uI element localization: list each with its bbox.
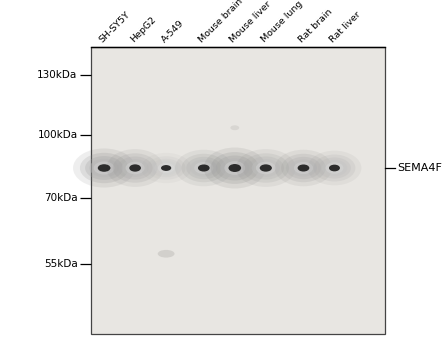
Ellipse shape — [98, 164, 110, 172]
Ellipse shape — [80, 153, 128, 183]
Ellipse shape — [326, 162, 343, 174]
Ellipse shape — [329, 164, 340, 172]
Ellipse shape — [121, 159, 149, 177]
Ellipse shape — [236, 149, 295, 187]
Text: 70kDa: 70kDa — [44, 193, 78, 203]
Ellipse shape — [198, 164, 210, 172]
Ellipse shape — [260, 164, 272, 172]
Text: SH-SY5Y: SH-SY5Y — [98, 10, 132, 44]
Ellipse shape — [210, 152, 259, 184]
Ellipse shape — [106, 149, 164, 187]
Ellipse shape — [158, 250, 175, 258]
Ellipse shape — [248, 156, 284, 180]
Ellipse shape — [73, 148, 135, 188]
Text: Mouse liver: Mouse liver — [229, 0, 273, 44]
Ellipse shape — [286, 157, 321, 179]
Ellipse shape — [141, 153, 191, 183]
Ellipse shape — [243, 153, 289, 183]
Ellipse shape — [216, 155, 254, 181]
Ellipse shape — [198, 164, 210, 172]
Ellipse shape — [98, 164, 110, 172]
Text: Mouse brain: Mouse brain — [198, 0, 245, 44]
Ellipse shape — [147, 156, 186, 180]
Ellipse shape — [290, 159, 317, 177]
Ellipse shape — [229, 164, 241, 172]
Text: Mouse lung: Mouse lung — [260, 0, 304, 44]
Text: HepG2: HepG2 — [129, 15, 158, 44]
Text: Rat liver: Rat liver — [328, 10, 362, 44]
Ellipse shape — [256, 162, 276, 174]
Text: 55kDa: 55kDa — [44, 259, 78, 269]
Ellipse shape — [252, 159, 280, 177]
Ellipse shape — [275, 150, 332, 186]
Ellipse shape — [154, 161, 178, 175]
Ellipse shape — [117, 156, 153, 180]
Ellipse shape — [194, 162, 214, 174]
Text: 100kDa: 100kDa — [37, 130, 78, 140]
Ellipse shape — [182, 154, 226, 182]
Ellipse shape — [129, 164, 141, 172]
Text: A-549: A-549 — [160, 19, 186, 44]
Ellipse shape — [281, 154, 326, 182]
Ellipse shape — [329, 164, 340, 172]
Ellipse shape — [190, 159, 218, 177]
Ellipse shape — [307, 150, 361, 186]
Ellipse shape — [318, 158, 351, 178]
Ellipse shape — [298, 164, 309, 172]
Ellipse shape — [229, 164, 241, 172]
Ellipse shape — [175, 150, 233, 186]
Ellipse shape — [158, 163, 175, 173]
Ellipse shape — [89, 159, 119, 177]
Ellipse shape — [125, 162, 145, 174]
Ellipse shape — [161, 165, 171, 171]
Ellipse shape — [161, 165, 171, 171]
Bar — [91, 47, 385, 334]
Ellipse shape — [151, 159, 182, 177]
Ellipse shape — [314, 155, 355, 181]
Ellipse shape — [113, 153, 157, 183]
Ellipse shape — [260, 164, 272, 172]
Ellipse shape — [220, 158, 249, 178]
Ellipse shape — [85, 156, 123, 180]
Ellipse shape — [294, 162, 313, 174]
Ellipse shape — [298, 164, 309, 172]
Ellipse shape — [230, 125, 239, 130]
Ellipse shape — [225, 161, 245, 175]
Text: Rat brain: Rat brain — [297, 7, 334, 44]
Ellipse shape — [186, 157, 222, 179]
Ellipse shape — [94, 161, 114, 175]
Ellipse shape — [204, 148, 266, 189]
Ellipse shape — [322, 160, 347, 176]
Ellipse shape — [129, 164, 141, 172]
Text: 130kDa: 130kDa — [37, 70, 78, 80]
Text: SEMA4F: SEMA4F — [397, 163, 442, 173]
